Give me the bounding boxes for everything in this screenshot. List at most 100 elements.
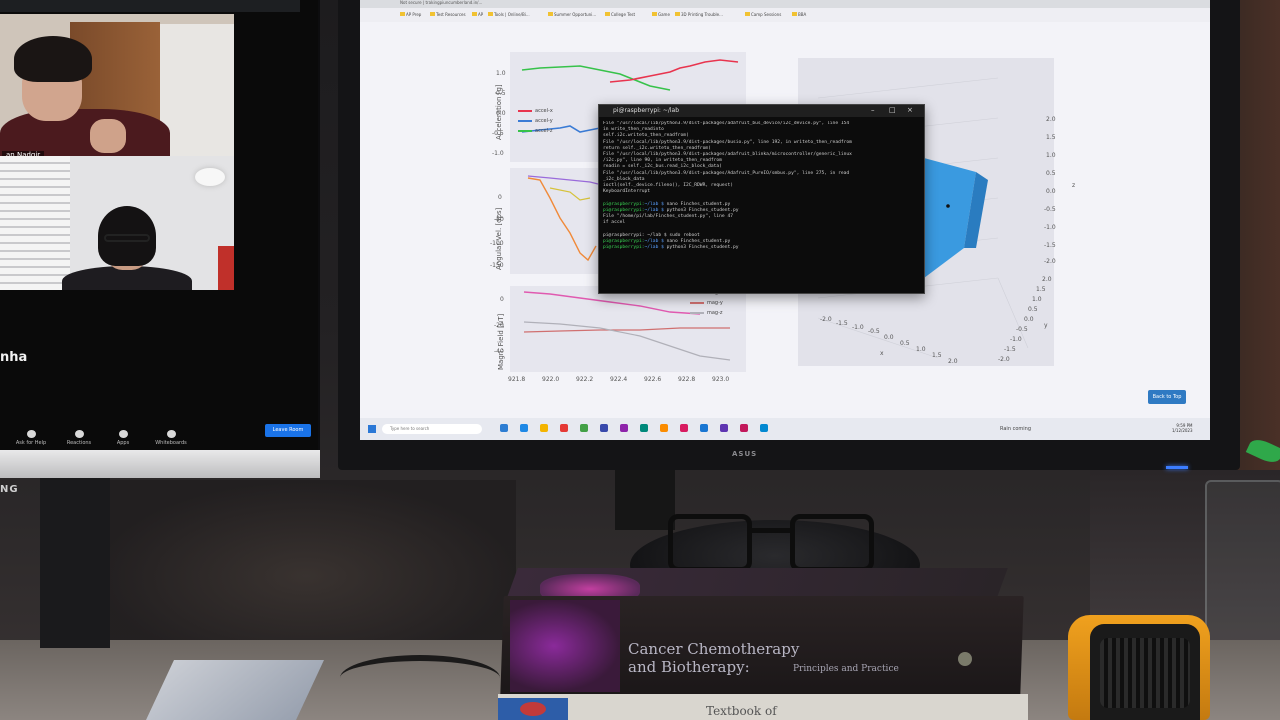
terminal-line: return self._i2c.writeto_then_readfrom( [603, 145, 711, 151]
x-tick: 0.0 [884, 334, 894, 341]
papers [146, 660, 324, 720]
app-icon[interactable] [740, 424, 748, 432]
app-icon[interactable] [640, 424, 648, 432]
terminal-window[interactable]: pi@raspberrypi: ~/lab – □ × File "/usr/l… [598, 104, 925, 294]
minimize-icon[interactable]: – [871, 106, 875, 114]
tape-measure-grip [1100, 638, 1190, 708]
app-icon[interactable] [560, 424, 568, 432]
eyeglasses-left-lens [668, 514, 752, 572]
accel-z-line [521, 65, 671, 91]
toolbar-label: Whiteboards [155, 440, 187, 446]
terminal-titlebar[interactable]: pi@raspberrypi: ~/lab – □ × [599, 105, 924, 117]
x-tick: -1.5 [836, 320, 848, 327]
y-tick: -0.5 [1016, 326, 1028, 333]
toolbar-label: Ask for Help [15, 440, 47, 446]
video-tile[interactable] [0, 156, 234, 290]
terminal-title: pi@raspberrypi: ~/lab [613, 107, 680, 114]
y-tick: -2.0 [998, 356, 1010, 363]
taskbar-clock[interactable]: 9:59 PM 1/12/2023 [1172, 423, 1193, 433]
angvel-ytick: -50 [494, 216, 504, 223]
zoom-icon[interactable] [700, 424, 708, 432]
power-led [1166, 466, 1188, 469]
app-icon[interactable] [720, 424, 728, 432]
z-tick: 0.5 [1046, 170, 1056, 177]
terminal-line: File "/usr/local/lib/python3.9/dist-pack… [603, 170, 850, 176]
task-view-icon[interactable] [500, 424, 508, 432]
file-explorer-icon[interactable] [540, 424, 548, 432]
bookmark[interactable]: 3D Printing Trouble... [675, 12, 723, 17]
z-tick: -1.0 [1044, 224, 1056, 231]
terminal-line: File "/usr/local/lib/python3.9/dist-pack… [603, 121, 850, 126]
terminal-line: KeyboardInterrupt [603, 189, 651, 195]
gyro-x-line [527, 177, 597, 262]
toolbar-item-help[interactable]: Ask for Help [12, 430, 50, 446]
clock-date: 1/12/2023 [1172, 428, 1193, 433]
app-icon[interactable] [760, 424, 768, 432]
bookmark[interactable]: College Test [605, 12, 635, 17]
x-tick: 0.5 [900, 340, 910, 347]
y-tick: 0.0 [1024, 316, 1034, 323]
bookmark[interactable]: Camp Sessions [745, 12, 781, 17]
y-tick: -1.5 [1004, 346, 1016, 353]
glasses [104, 234, 150, 242]
z-tick: 0.0 [1046, 188, 1056, 195]
book-subtitle-rest: Principles and Practice [793, 664, 899, 674]
left-monitor-bezel [0, 450, 320, 478]
z-tick: -0.5 [1044, 206, 1056, 213]
accel-y-line [521, 125, 601, 133]
z-tick: -1.5 [1044, 242, 1056, 249]
x-tick: 2.0 [948, 358, 958, 365]
edge-icon[interactable] [520, 424, 528, 432]
participant-name: nha [0, 350, 28, 365]
app-icon[interactable] [660, 424, 668, 432]
bookmark[interactable]: AP Prep [400, 12, 421, 17]
bookmark[interactable]: Test Resources [430, 12, 466, 17]
mag-y-line [523, 327, 730, 333]
mag-xtick: 922.8 [678, 376, 696, 383]
terminal-line: pi@raspberrypi:~/lab $ nano Finches_stud… [603, 201, 731, 207]
x-tick: 1.0 [916, 346, 926, 353]
toolbar-item-apps[interactable]: Apps [104, 430, 142, 446]
x-tick: -1.0 [852, 324, 864, 331]
bottom-book-emblem [520, 702, 546, 716]
person-hair [14, 36, 92, 82]
terminal-output[interactable]: File "/usr/local/lib/python3.9/dist-pack… [603, 121, 918, 289]
mag-xtick: 922.6 [644, 376, 662, 383]
bookmark[interactable]: BBA [792, 12, 806, 17]
video-tile[interactable]: an Nadgir [0, 14, 234, 160]
mag-x-line [523, 291, 701, 315]
app-icon[interactable] [600, 424, 608, 432]
terminal-line: File "/usr/local/lib/python3.9/dist-pack… [603, 139, 852, 145]
dim-wall-area [96, 480, 516, 640]
taskbar-search-input[interactable] [382, 424, 482, 434]
app-icon[interactable] [620, 424, 628, 432]
book-title: Cancer Chemotherapy [628, 640, 800, 658]
toolbar-item-whiteboards[interactable]: Whiteboards [152, 430, 190, 446]
mag-xtick: 922.4 [610, 376, 628, 383]
mag-xtick: 923.0 [712, 376, 730, 383]
windows-taskbar: Type here to search Rain coming 9:59 PM … [360, 418, 1210, 440]
magnetic-field-plot[interactable] [510, 286, 746, 372]
back-to-top-button[interactable]: Back to Top [1148, 390, 1186, 404]
accel-ytick: -1.0 [492, 150, 504, 157]
legend-entry: mag-y [690, 300, 723, 306]
bookmark[interactable]: Summer Opportuni... [548, 12, 596, 17]
toolbar-item-reactions[interactable]: Reactions [60, 430, 98, 446]
close-icon[interactable]: × [907, 106, 913, 114]
z-tick: 2.0 [1046, 116, 1056, 123]
windows-start-icon[interactable] [368, 425, 376, 433]
bookmark[interactable]: AP [472, 12, 483, 17]
leave-room-button[interactable]: Leave Room [265, 424, 311, 437]
app-icon[interactable] [580, 424, 588, 432]
z-axis-label: z [1072, 182, 1076, 189]
maximize-icon[interactable]: □ [889, 106, 896, 114]
weather-widget[interactable]: Rain coming [1000, 426, 1031, 432]
wall [160, 24, 234, 160]
acceleration-plot-svg [521, 59, 739, 133]
bookmark[interactable]: Game [652, 12, 670, 17]
bookmark[interactable]: Tools | Online/Bi... [488, 12, 530, 17]
chrome-icon[interactable] [680, 424, 688, 432]
mag-xtick: 922.2 [576, 376, 594, 383]
address-bar-text[interactable]: Not secure | trakingpiuncumberland.in/..… [400, 0, 483, 5]
y-tick: 1.5 [1036, 286, 1046, 293]
